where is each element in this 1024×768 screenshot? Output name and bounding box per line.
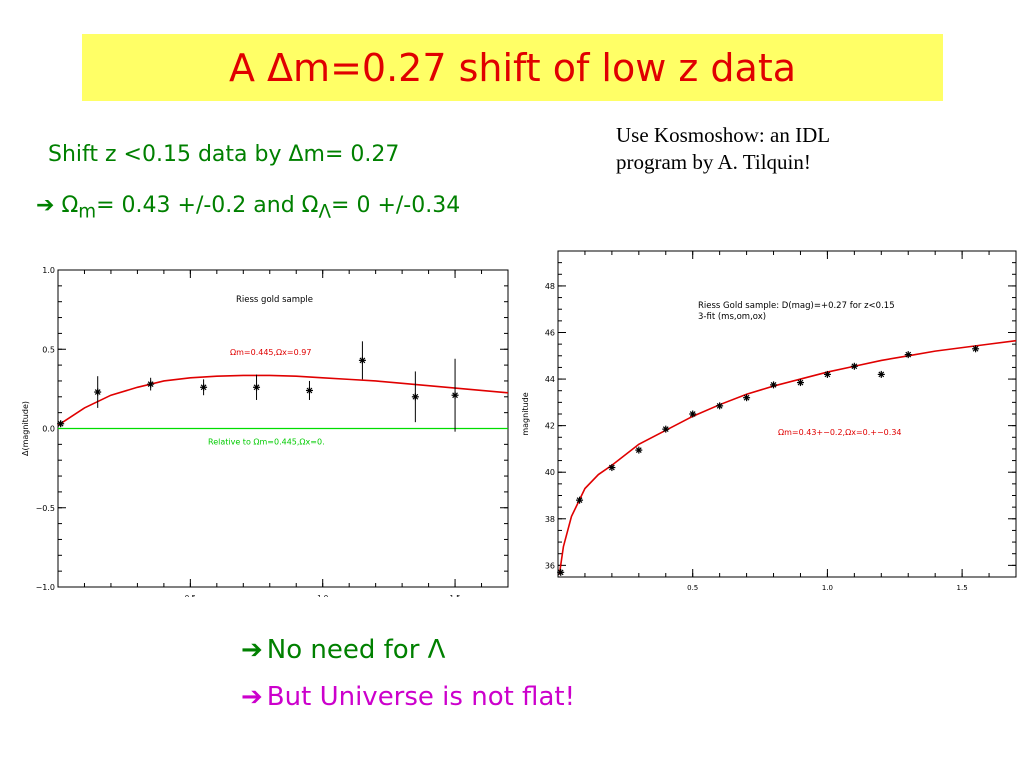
data-point (200, 383, 208, 391)
omega-lambda-value: = 0 +/-0.34 (331, 193, 461, 218)
y-tick-label: −1.0 (36, 583, 55, 592)
omega-m-subscript: m (78, 201, 97, 223)
y-tick-label: 0.5 (42, 345, 55, 354)
note-line-2: program by A. Tilquin! (616, 150, 811, 174)
fit-label: Ωm=0.445,Ωx=0.97 (230, 348, 311, 357)
chart-title: Riess Gold sample: D(mag)=+0.27 for z<0.… (698, 301, 895, 311)
y-tick-label: 44 (545, 375, 555, 384)
data-point (608, 464, 616, 472)
conclusion-not-flat: ➔ But Universe is not flat! (241, 682, 575, 712)
data-point (557, 568, 565, 576)
data-point (796, 379, 804, 387)
data-point (411, 393, 419, 401)
y-tick-label: 42 (545, 422, 555, 431)
data-point (576, 496, 584, 504)
omega-m-symbol: Ω (61, 193, 79, 218)
conclusion-no-lambda-text: No need for Λ (266, 635, 446, 665)
y-tick-label: 48 (545, 282, 555, 291)
y-tick-label: −0.5 (36, 504, 55, 513)
data-point (358, 356, 366, 364)
arrow-right-icon: ➔ (241, 682, 263, 712)
omega-m-value: = 0.43 +/-0.2 and (96, 193, 295, 218)
data-point (253, 383, 261, 391)
conclusion-not-flat-text: But Universe is not flat! (266, 682, 575, 712)
y-tick-label: 1.0 (42, 266, 55, 275)
data-point (770, 381, 778, 389)
fit-curve (57, 374, 509, 426)
data-point (451, 391, 459, 399)
x-tick-label: 0.5 (687, 584, 698, 592)
y-tick-label: 36 (545, 561, 555, 570)
y-tick-label: 0.0 (42, 425, 55, 434)
data-point (850, 362, 858, 370)
page-title: A Δm=0.27 shift of low z data (228, 45, 797, 90)
data-point (904, 351, 912, 359)
data-point (716, 402, 724, 410)
note-line-1: Use Kosmoshow: an IDL (616, 123, 831, 147)
data-point (877, 370, 885, 378)
x-tick-label: 1.5 (449, 594, 460, 597)
data-point (635, 446, 643, 454)
data-point (972, 345, 980, 353)
left-chart: 1.00.50.0−0.5−1.00.51.01.5zΔ(magnitude)R… (8, 262, 512, 614)
omega-lambda-symbol: Ω (301, 193, 319, 218)
fit-label: Ωm=0.43+−0.2,Ωx=0.+−0.34 (778, 428, 902, 437)
data-point (743, 394, 751, 402)
data-point (147, 380, 155, 388)
y-axis-label: Δ(magnitude) (21, 401, 30, 456)
y-tick-label: 38 (545, 515, 555, 524)
chart-title: Riess gold sample (236, 295, 313, 305)
plot-frame (557, 250, 1017, 578)
reference-label: Relative to Ωm=0.445,Ωx=0. (208, 438, 325, 447)
y-tick-label: 40 (545, 468, 555, 477)
data-point (305, 386, 313, 394)
fit-curve (558, 339, 1017, 575)
data-point (57, 420, 65, 428)
x-tick-label: 1.0 (822, 584, 833, 592)
chart-subtitle: 3-fit (ms,om,ox) (698, 312, 766, 322)
arrow-right-icon: ➔ (241, 635, 263, 665)
data-point (823, 370, 831, 378)
left-chart-svg: 1.00.50.0−0.5−1.00.51.01.5zΔ(magnitude)R… (21, 266, 509, 614)
x-tick-label: 0.5 (185, 594, 196, 597)
arrow-right-icon: ➔ (36, 193, 55, 218)
data-point (689, 410, 697, 418)
x-tick-label: 1.5 (957, 584, 968, 592)
title-box: A Δm=0.27 shift of low z data (82, 34, 943, 101)
omega-result: ➔ Ωm= 0.43 +/-0.2 and ΩΛ= 0 +/-0.34 (36, 193, 460, 222)
omega-lambda-subscript: Λ (318, 201, 332, 223)
y-tick-label: 46 (545, 329, 555, 338)
conclusion-no-lambda: ➔ No need for Λ (241, 635, 445, 665)
x-tick-label: 1.0 (317, 594, 328, 597)
data-point (662, 425, 670, 433)
shift-statement: Shift z <0.15 data by Δm= 0.27 (48, 142, 400, 167)
data-point (94, 388, 102, 396)
y-axis-label: magnitude (521, 392, 530, 435)
kosmoshow-note: Use Kosmoshow: an IDL program by A. Tilq… (616, 122, 830, 176)
